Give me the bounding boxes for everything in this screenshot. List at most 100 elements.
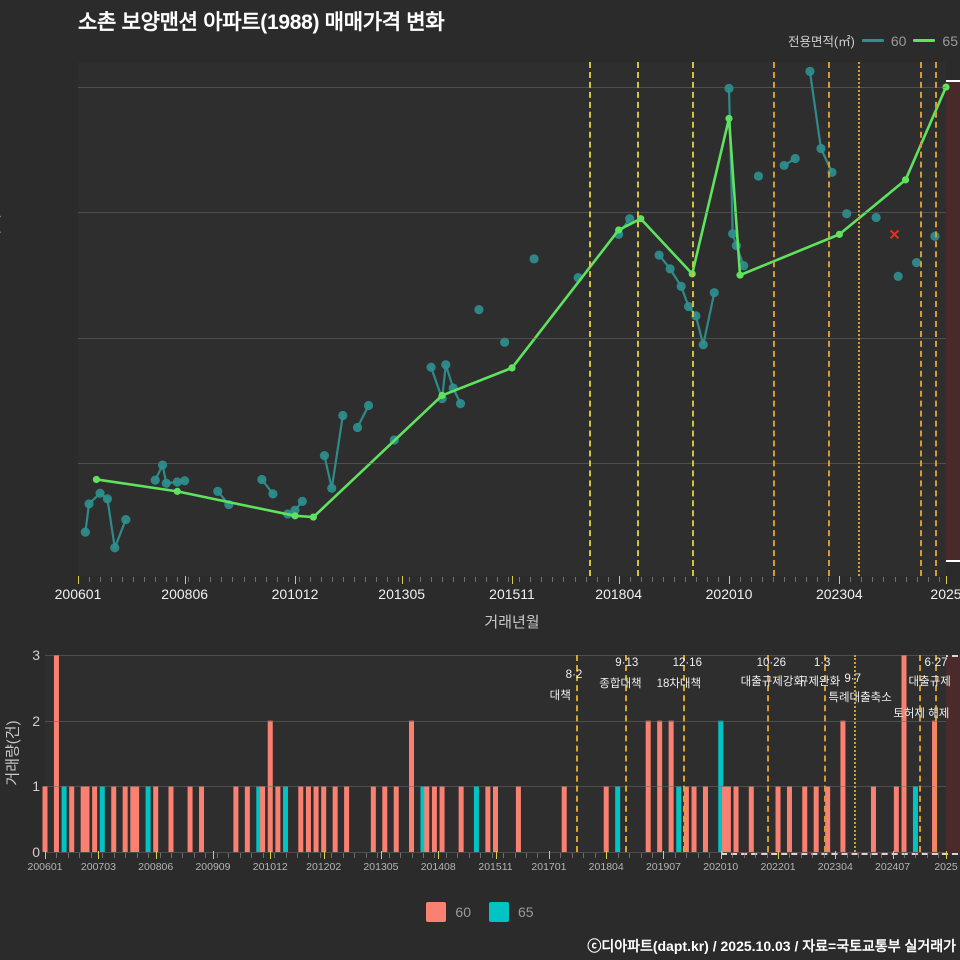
volume-bar[interactable]: [53, 655, 59, 852]
volume-bar[interactable]: [676, 786, 682, 852]
price-point-60[interactable]: [121, 514, 131, 525]
price-point-60[interactable]: [95, 488, 105, 498]
volume-bar[interactable]: [275, 786, 281, 852]
volume-bar[interactable]: [515, 786, 521, 852]
price-point-65[interactable]: [942, 83, 950, 91]
legend-item-60[interactable]: 60: [426, 902, 471, 922]
price-point-60[interactable]: [724, 83, 734, 93]
volume-bar[interactable]: [775, 786, 781, 852]
price-point-60[interactable]: [455, 399, 466, 409]
price-point-60[interactable]: [102, 494, 113, 504]
price-point-60[interactable]: [911, 257, 922, 268]
price-point-65[interactable]: [291, 512, 299, 520]
volume-bar[interactable]: [722, 786, 728, 852]
volume-bar[interactable]: [145, 786, 151, 852]
price-point-60[interactable]: [500, 337, 510, 347]
volume-bar[interactable]: [134, 786, 140, 852]
volume-bar[interactable]: [493, 786, 498, 852]
volume-bar[interactable]: [382, 786, 388, 852]
price-point-65[interactable]: [835, 230, 843, 238]
volume-bar[interactable]: [733, 786, 739, 852]
price-point-60[interactable]: [728, 229, 738, 239]
price-point-60[interactable]: [441, 360, 451, 370]
legend-item-65[interactable]: 65: [489, 902, 534, 922]
price-point-60[interactable]: [213, 486, 223, 496]
price-point-60[interactable]: [150, 475, 160, 485]
price-point-60[interactable]: [157, 460, 168, 470]
volume-bar[interactable]: [283, 786, 289, 852]
price-point-65[interactable]: [508, 364, 516, 372]
volume-bar[interactable]: [901, 655, 907, 852]
price-point-60[interactable]: [290, 505, 300, 515]
volume-bar[interactable]: [298, 786, 304, 852]
volume-bar[interactable]: [870, 786, 876, 852]
price-point-60[interactable]: [474, 304, 484, 315]
price-point-60[interactable]: [268, 489, 278, 499]
volume-bar[interactable]: [92, 786, 98, 852]
volume-bar[interactable]: [420, 786, 426, 852]
price-point-60[interactable]: [816, 143, 826, 154]
volume-bar[interactable]: [153, 786, 159, 852]
price-point-65[interactable]: [92, 475, 100, 484]
volume-bar[interactable]: [187, 786, 193, 852]
price-point-60[interactable]: [790, 153, 800, 164]
price-point-65[interactable]: [438, 391, 446, 400]
volume-bar[interactable]: [458, 786, 464, 852]
price-point-60[interactable]: [84, 499, 94, 509]
volume-bar[interactable]: [233, 786, 239, 852]
volume-bar[interactable]: [424, 786, 430, 852]
price-point-65[interactable]: [736, 271, 744, 279]
volume-bar[interactable]: [69, 786, 75, 852]
price-point-60[interactable]: [529, 254, 539, 264]
price-point-60[interactable]: [161, 478, 171, 488]
price-point-60[interactable]: [739, 261, 749, 271]
price-point-60[interactable]: [871, 212, 881, 223]
volume-bar[interactable]: [321, 786, 327, 852]
volume-bar[interactable]: [99, 786, 105, 852]
volume-bar[interactable]: [786, 786, 792, 852]
price-point-60[interactable]: [654, 250, 664, 260]
price-point-60[interactable]: [625, 214, 635, 224]
volume-bar[interactable]: [748, 786, 754, 852]
volume-bar[interactable]: [561, 786, 567, 852]
volume-bar[interactable]: [344, 786, 350, 852]
volume-bar[interactable]: [439, 786, 445, 852]
price-point-60[interactable]: [363, 400, 374, 411]
volume-bar[interactable]: [485, 786, 491, 852]
price-point-60[interactable]: [683, 301, 694, 312]
volume-bar[interactable]: [370, 786, 376, 852]
volume-bar[interactable]: [244, 786, 250, 852]
price-point-60[interactable]: [352, 422, 363, 433]
price-point-60[interactable]: [805, 66, 815, 77]
price-point-60[interactable]: [842, 209, 852, 219]
volume-bar[interactable]: [80, 786, 86, 852]
price-point-65[interactable]: [173, 487, 181, 495]
price-point-60[interactable]: [297, 496, 307, 507]
volume-bar[interactable]: [256, 786, 262, 852]
volume-bar[interactable]: [130, 786, 136, 852]
volume-bar[interactable]: [313, 786, 319, 852]
volume-bar[interactable]: [111, 786, 117, 852]
volume-bar[interactable]: [691, 786, 697, 852]
price-point-65[interactable]: [309, 513, 317, 521]
price-point-65[interactable]: [725, 114, 733, 123]
volume-bar[interactable]: [912, 786, 918, 852]
volume-bar[interactable]: [42, 786, 48, 852]
price-point-60[interactable]: [172, 477, 182, 487]
volume-bar[interactable]: [199, 786, 205, 852]
volume-bar[interactable]: [813, 786, 819, 852]
price-point-60[interactable]: [180, 476, 190, 486]
price-point-60[interactable]: [698, 340, 708, 350]
volume-bar[interactable]: [683, 786, 689, 852]
volume-bar[interactable]: [122, 786, 128, 852]
price-point-60[interactable]: [731, 241, 741, 251]
volume-bar[interactable]: [893, 786, 899, 852]
volume-bar[interactable]: [473, 786, 479, 852]
volume-bar[interactable]: [168, 786, 174, 852]
price-point-60[interactable]: [110, 543, 120, 553]
price-point-60[interactable]: [327, 483, 337, 493]
volume-bar[interactable]: [260, 786, 266, 852]
volume-bar[interactable]: [61, 786, 67, 852]
volume-bar[interactable]: [825, 786, 831, 852]
price-point-60[interactable]: [338, 410, 348, 421]
